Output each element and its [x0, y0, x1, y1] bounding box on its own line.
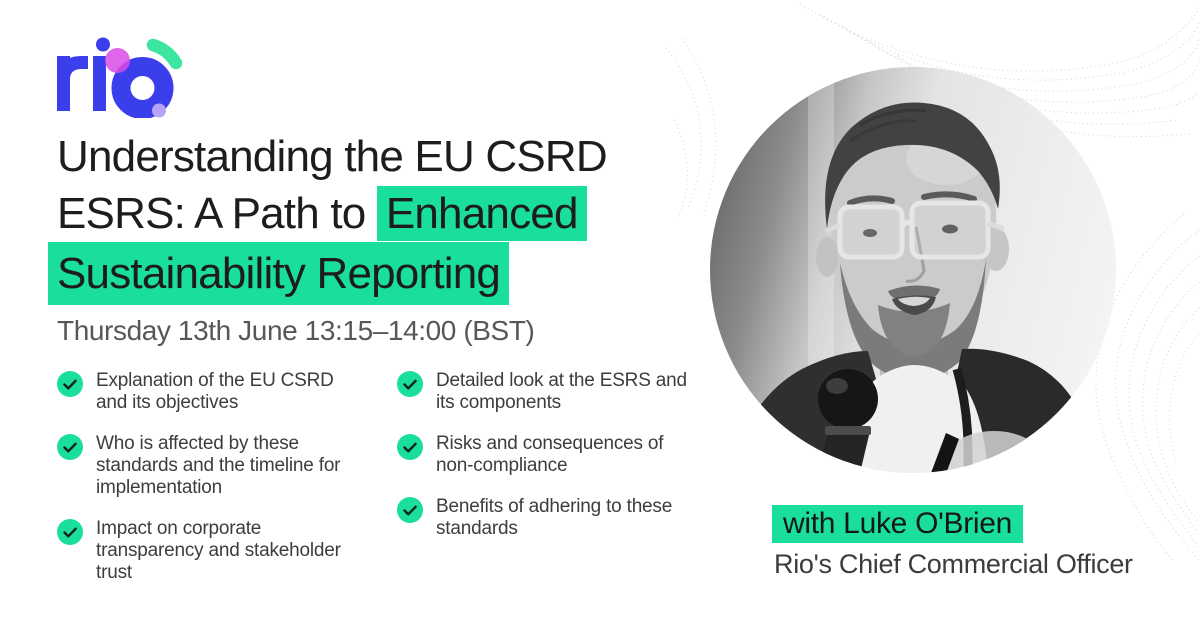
- speaker-photo: [710, 67, 1116, 473]
- speaker-name: with Luke O'Brien: [772, 505, 1024, 543]
- title-line-2-highlight: Enhanced: [376, 186, 587, 241]
- speaker-role: Rio's Chief Commercial Officer: [774, 549, 1133, 579]
- title-line-2-plain: ESRS: A Path to: [57, 189, 377, 238]
- list-item: Explanation of the EU CSRD and its objec…: [57, 370, 359, 414]
- rio-logo: rio: [52, 33, 183, 119]
- title-line-3-highlight: Sustainability Reporting: [48, 242, 510, 305]
- list-item: Benefits of adhering to these standards: [397, 496, 689, 540]
- title-line-1-text: Understanding the EU CSRD: [57, 132, 608, 181]
- list-item-label: Risks and consequences of non-compliance: [436, 433, 664, 476]
- title-line-1: Understanding the EU CSRD: [57, 128, 608, 185]
- check-icon: [57, 434, 83, 460]
- list-item: Detailed look at the ESRS and its compon…: [397, 370, 689, 414]
- list-item-label: Benefits of adhering to these standards: [436, 496, 673, 539]
- rio-logo-icon: [57, 37, 183, 119]
- check-icon: [397, 434, 423, 460]
- title-line-2: ESRS: A Path to Enhanced: [57, 185, 607, 242]
- check-icon: [57, 371, 83, 397]
- list-item-label: Who is affected by these standards and t…: [96, 433, 341, 498]
- list-item: Risks and consequences of non-compliance: [397, 433, 689, 477]
- list-item: Who is affected by these standards and t…: [57, 433, 359, 499]
- list-item-label: Explanation of the EU CSRD and its objec…: [96, 370, 334, 413]
- list-item: Impact on corporate transparency and sta…: [57, 518, 359, 584]
- event-datetime: Thursday 13th June 13:15–14:00 (BST): [57, 315, 535, 346]
- agenda-column-left: Explanation of the EU CSRD and its objec…: [57, 370, 359, 603]
- agenda-column-right: Detailed look at the ESRS and its compon…: [397, 370, 689, 603]
- list-item-label: Detailed look at the ESRS and its compon…: [436, 370, 687, 413]
- check-icon: [57, 519, 83, 545]
- list-item-label: Impact on corporate transparency and sta…: [96, 518, 341, 583]
- check-icon: [397, 497, 423, 523]
- agenda-list: Explanation of the EU CSRD and its objec…: [57, 370, 689, 603]
- check-icon: [397, 371, 423, 397]
- title-line-3: Sustainability Reporting: [48, 242, 607, 305]
- glasses: [825, 200, 1005, 260]
- speaker-portrait-illustration: [710, 67, 1116, 473]
- page-title: Understanding the EU CSRD ESRS: A Path t…: [48, 128, 608, 305]
